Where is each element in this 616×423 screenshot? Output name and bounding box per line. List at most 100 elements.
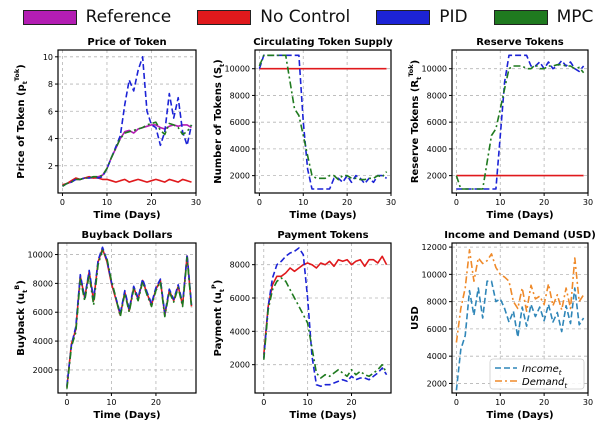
- y-axis-label: Number of Tokens (St): [213, 59, 226, 184]
- legend-entry: No Control: [197, 7, 350, 27]
- y-label-sub: t: [218, 289, 226, 292]
- y-label-sup: Tok: [407, 64, 415, 77]
- y-axis-label: USD: [410, 306, 421, 330]
- series-line-pid: [62, 55, 193, 187]
- y-tick-label: 4000: [230, 145, 250, 154]
- y-label-close: ): [16, 64, 27, 69]
- y-tick-label: 10000: [28, 251, 53, 260]
- x-tick-label: 10: [495, 398, 505, 407]
- axes-frame: [451, 242, 589, 394]
- y-label-main: Price of Token (p: [16, 84, 27, 178]
- chart-title: Price of Token: [87, 37, 166, 48]
- y-label-close: ): [410, 60, 421, 65]
- y-tick-label: 8000: [230, 261, 250, 270]
- legend-label: Reference: [85, 7, 172, 27]
- y-tick-label: 4000: [33, 337, 53, 346]
- legend-swatch: [22, 9, 77, 25]
- chart-title: Income and Demand (USD): [444, 230, 596, 241]
- y-tick-label: 6000: [427, 118, 447, 127]
- series-line-mpc: [455, 63, 585, 190]
- y-label-sup: B: [13, 285, 21, 290]
- chart-panel: 0 10 20 30 2000 4000 6000 8000 10000 12000 Income …: [410, 230, 596, 421]
- y-tick-label: 6000: [230, 118, 250, 127]
- y-tick-label: 8000: [230, 91, 250, 100]
- y-label-sub: t: [415, 77, 423, 80]
- x-tick-label: 0: [60, 198, 65, 207]
- y-label-sub: t: [21, 290, 29, 293]
- y-tick-label: 4000: [427, 145, 447, 154]
- x-tick-label: 30: [191, 198, 201, 207]
- y-tick-label: 8000: [427, 91, 447, 100]
- y-tick-label: 2000: [33, 366, 53, 375]
- chart-panel: 0 10 20 2000 4000 6000 8000 Payment Tokens Time …: [210, 230, 392, 421]
- series-group: [455, 249, 585, 391]
- chart-title: Circulating Token Supply: [253, 37, 393, 48]
- series-group: [62, 55, 193, 187]
- y-tick-label: 4: [48, 135, 53, 144]
- y-tick-label: 6000: [33, 308, 53, 317]
- y-tick-label: 10: [43, 53, 53, 62]
- y-label-main: Buyback (u: [16, 293, 27, 356]
- series-group: [455, 54, 585, 190]
- x-tick-label: 10: [298, 198, 308, 207]
- y-axis-label: Payment (utP): [210, 280, 226, 357]
- inner-legend-label-sub: t: [564, 382, 567, 390]
- legend-swatch: [376, 9, 431, 25]
- y-axis-label: Price of Token (ptTok): [13, 64, 29, 179]
- legend-swatch: [493, 9, 548, 25]
- legend-label: No Control: [260, 7, 351, 27]
- x-tick-label: 0: [261, 398, 266, 407]
- y-label-main: Number of Tokens (S: [213, 67, 224, 184]
- y-tick-label: 10000: [225, 65, 250, 74]
- chart-title: Buyback Dollars: [82, 230, 173, 241]
- x-tick-label: 10: [495, 198, 505, 207]
- x-tick-label: 0: [454, 398, 459, 407]
- series-line-mpc: [258, 54, 388, 181]
- series-line-pid: [263, 247, 388, 388]
- x-tick-label: 20: [151, 398, 161, 407]
- legend-entry: Reference: [22, 7, 172, 27]
- x-tick-label: 10: [102, 198, 112, 207]
- x-tick-label: 10: [303, 398, 313, 407]
- x-tick-label: 0: [257, 198, 262, 207]
- legend-entry: MPC: [493, 7, 593, 27]
- series-line-demand: [455, 249, 585, 343]
- series-line-no-control: [263, 255, 388, 355]
- inner-legend-label-income: Incomet: [522, 364, 562, 377]
- inner-legend-label-main: Demand: [522, 377, 565, 388]
- legend-label: PID: [439, 7, 468, 27]
- x-tick-label: 0: [454, 198, 459, 207]
- x-tick-label: 30: [583, 198, 593, 207]
- series-line-pid: [258, 54, 388, 190]
- axes-frame: [254, 242, 392, 394]
- y-axis-label: Reserve Tokens (RtTok): [407, 60, 423, 183]
- series-line-mpc: [66, 249, 193, 389]
- y-label-close: ): [213, 59, 224, 64]
- chart-title: Reserve Tokens: [476, 37, 564, 48]
- y-tick-label: 8: [48, 80, 53, 89]
- y-tick-label: 6000: [427, 325, 447, 334]
- y-tick-label: 12000: [422, 243, 447, 252]
- y-tick-label: 2000: [230, 361, 250, 370]
- y-label-sub: t: [218, 64, 226, 67]
- y-tick-label: 8000: [33, 279, 53, 288]
- x-axis-label: Time (Days): [289, 210, 356, 221]
- chart-panel: 0 10 20 30 2 4 6 8 10 Price of Token Time (Days) Pr…: [13, 37, 201, 221]
- series-line-no-control: [66, 248, 193, 388]
- y-label-sup: P: [210, 284, 218, 289]
- x-tick-label: 0: [64, 398, 69, 407]
- inner-legend-label-sub: t: [559, 369, 562, 377]
- y-tick-label: 6: [48, 107, 53, 116]
- series-group: [263, 247, 388, 388]
- x-axis-label: Time (Days): [93, 410, 160, 421]
- series-line-mpc: [62, 121, 193, 187]
- x-tick-label: 20: [346, 398, 356, 407]
- y-tick-label: 2000: [427, 379, 447, 388]
- x-axis-label: Time (Days): [93, 210, 160, 221]
- x-tick-label: 30: [386, 198, 396, 207]
- y-tick-label: 10000: [422, 270, 447, 279]
- series-group: [66, 246, 193, 389]
- y-label-close: ): [16, 280, 27, 285]
